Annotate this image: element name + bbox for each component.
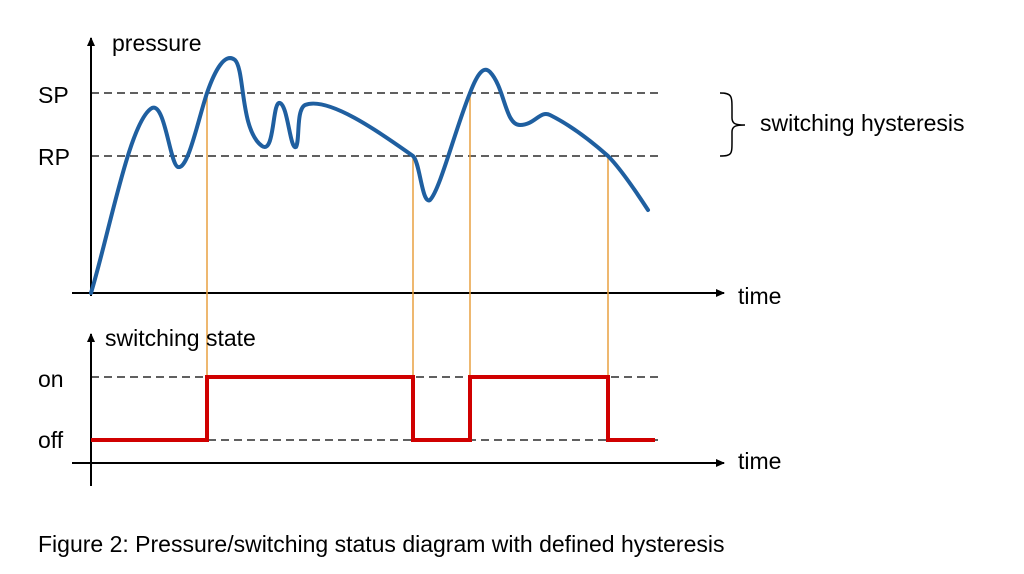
axis-label: switching state [105, 325, 256, 351]
caption: Figure 2: Pressure/switching status diag… [38, 531, 724, 557]
on-label: on [38, 366, 64, 392]
rp-label: RP [38, 144, 70, 170]
hysteresis-label: switching hysteresis [760, 110, 965, 136]
axis-label: time [738, 283, 781, 309]
axis-label: pressure [112, 30, 201, 56]
sp-label: SP [38, 82, 69, 108]
off-label: off [38, 427, 64, 453]
hysteresis-brace [719, 92, 746, 157]
axis-label: time [738, 448, 781, 474]
switching-signal [91, 375, 655, 442]
pressure-curve [89, 56, 650, 295]
